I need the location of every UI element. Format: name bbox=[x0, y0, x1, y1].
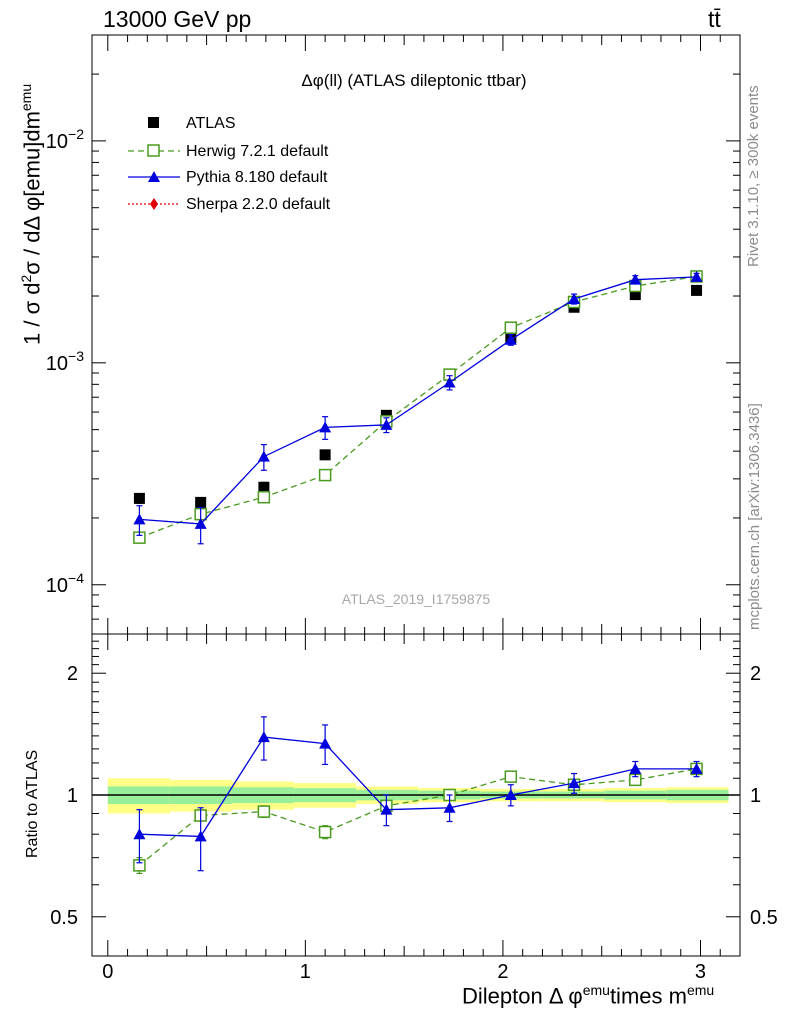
main-axis-ticks: 10−4 10−3 10−2 bbox=[46, 34, 740, 635]
pythia-point bbox=[194, 517, 207, 529]
herwig-point bbox=[318, 825, 332, 839]
legend-label-pythia: Pythia 8.180 default bbox=[186, 169, 328, 186]
energy-label: 13000 GeV pp bbox=[103, 6, 252, 32]
pythia-point bbox=[443, 801, 456, 813]
legend-marker-atlas bbox=[148, 117, 159, 128]
legend-label-herwig: Herwig 7.2.1 default bbox=[186, 143, 329, 160]
pythia-point bbox=[133, 513, 146, 525]
legend-marker-herwig bbox=[147, 144, 160, 157]
main-ytick-label: 10−2 bbox=[46, 126, 84, 153]
legend-label-atlas: ATLAS bbox=[186, 115, 236, 132]
legend-marker-pythia bbox=[148, 171, 160, 182]
ratio-ytick-label-right: 2 bbox=[750, 663, 761, 685]
ratio-plot-area bbox=[133, 716, 703, 875]
herwig-point bbox=[257, 805, 271, 818]
pythia-point bbox=[133, 828, 146, 840]
x-axis-label: Dilepton Δ φemutimes memu bbox=[462, 982, 715, 1009]
legend-marker-sherpa bbox=[150, 198, 158, 210]
ratio-ytick-label-left: 0.5 bbox=[50, 907, 78, 929]
pythia-point bbox=[380, 418, 393, 430]
atlas-point bbox=[133, 492, 145, 504]
ratio-xtick-label: 1 bbox=[300, 961, 311, 983]
pythia-point bbox=[380, 803, 393, 815]
herwig-line bbox=[138, 768, 697, 866]
pythia-line bbox=[139, 736, 697, 838]
atlas-point bbox=[629, 289, 641, 301]
process-label: tt̄ bbox=[708, 6, 721, 32]
main-plot-area bbox=[133, 270, 703, 545]
ratio-ytick-label-left: 1 bbox=[67, 785, 78, 807]
legend-label-sherpa: Sherpa 2.2.0 default bbox=[186, 196, 331, 213]
pythia-point bbox=[257, 731, 270, 743]
atlas-point bbox=[195, 496, 207, 508]
herwig-point bbox=[504, 770, 518, 783]
pythia-line bbox=[139, 276, 697, 525]
main-panel: Δφ(ll) (ATLAS dileptonic ttbar) ATLAS_20… bbox=[46, 34, 741, 635]
main-ytick-label: 10−3 bbox=[46, 348, 84, 375]
main-title: Δφ(ll) (ATLAS dileptonic ttbar) bbox=[301, 71, 526, 90]
pythia-point bbox=[629, 762, 642, 774]
atlas-point bbox=[258, 481, 270, 493]
ratio-axis-ticks: 0.5 0.5 1 1 2 2 0 1 2 3 bbox=[50, 633, 778, 983]
ratio-panel: 0.5 0.5 1 1 2 2 0 1 2 3 bbox=[50, 633, 778, 983]
main-ytick-label: 10−4 bbox=[46, 570, 84, 597]
pythia-point bbox=[568, 777, 581, 789]
pythia-point bbox=[257, 450, 270, 462]
legend: ATLAS Herwig 7.2.1 default Pythia 8.180 … bbox=[128, 115, 331, 213]
herwig-point bbox=[318, 468, 332, 482]
pythia-point bbox=[319, 737, 332, 749]
ratio-xtick-label: 0 bbox=[102, 961, 113, 983]
pythia-point bbox=[690, 762, 703, 774]
herwig-line bbox=[139, 275, 697, 539]
pythia-point bbox=[504, 333, 517, 345]
ratio-xtick-label: 3 bbox=[695, 961, 706, 983]
ratio-ytick-label-left: 2 bbox=[67, 663, 78, 685]
pythia-point bbox=[629, 273, 642, 285]
atlas-point bbox=[319, 449, 331, 461]
herwig-point bbox=[504, 321, 518, 334]
pythia-point bbox=[568, 292, 581, 304]
pythia-point bbox=[194, 830, 207, 842]
ratio-ytick-label-right: 1 bbox=[750, 785, 761, 807]
atlas-point bbox=[691, 284, 703, 296]
pythia-point bbox=[319, 421, 332, 433]
herwig-point bbox=[257, 490, 271, 504]
ratio-ytick-label-right: 0.5 bbox=[750, 907, 778, 929]
pythia-point bbox=[443, 376, 456, 388]
ratio-xtick-label: 2 bbox=[497, 961, 508, 983]
analysis-id: ATLAS_2019_I1759875 bbox=[342, 591, 491, 607]
ratio-frame bbox=[91, 633, 741, 957]
pythia-point bbox=[504, 789, 517, 800]
pythia-point bbox=[690, 270, 703, 282]
